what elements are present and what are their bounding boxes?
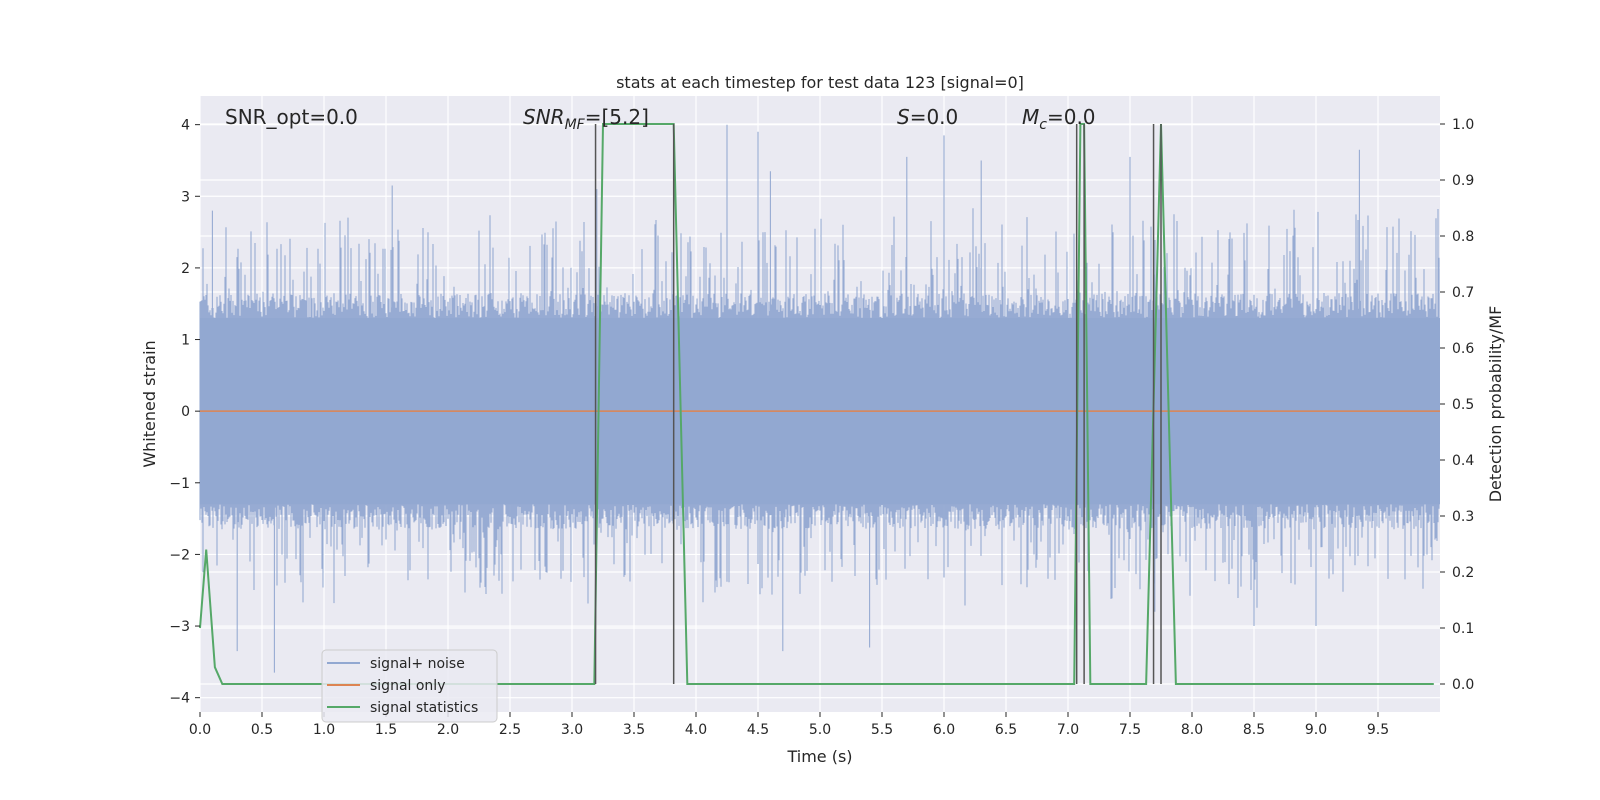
- y-tick-label: 0: [181, 404, 190, 420]
- x-tick-label: 9.5: [1367, 722, 1389, 738]
- legend-label-statistics: signal statistics: [370, 700, 478, 716]
- x-tick-label: 3.5: [623, 722, 645, 738]
- y2-tick-label: 0.7: [1452, 285, 1474, 301]
- legend-label-signal-only: signal only: [370, 678, 445, 694]
- y2-tick-label: 0.2: [1452, 565, 1474, 581]
- x-tick-label: 0.0: [189, 722, 211, 738]
- x-tick-label: 4.5: [747, 722, 769, 738]
- x-tick-label: 2.0: [437, 722, 459, 738]
- y-tick-label: 4: [181, 118, 190, 134]
- y-tick-label: −3: [169, 619, 190, 635]
- x-tick-label: 1.5: [375, 722, 397, 738]
- annotation-mc: Mc=0.0: [1022, 105, 1096, 133]
- x-tick-label: 7.0: [1057, 722, 1079, 738]
- y-tick-label: 3: [181, 189, 190, 205]
- axes: 0.0 0.5 1.0 1.5 2.0 2.5 3.0 3.5 4.0 4.5 5.0 5.5 6.0 6…: [169, 117, 1474, 738]
- y-tick-label: 2: [181, 261, 190, 277]
- y-tick-label: 1: [181, 333, 190, 349]
- x-tick-label: 8.5: [1243, 722, 1265, 738]
- legend-label-noise: signal+ noise: [370, 656, 465, 672]
- x-tick-label: 1.0: [313, 722, 335, 738]
- x-tick-label: 0.5: [251, 722, 273, 738]
- y2-tick-label: 0.6: [1452, 341, 1474, 357]
- y-axis-label: Whitened strain: [140, 340, 159, 467]
- y-tick-label: −2: [169, 547, 190, 563]
- y2-tick-label: 0.9: [1452, 173, 1474, 189]
- x-tick-label: 4.0: [685, 722, 707, 738]
- y2-tick-label: 0.4: [1452, 453, 1474, 469]
- x-tick-label: 6.0: [933, 722, 955, 738]
- y2-tick-label: 0.3: [1452, 509, 1474, 525]
- legend: signal+ noise signal only signal statist…: [321, 649, 498, 723]
- x-tick-label: 5.5: [871, 722, 893, 738]
- x-tick-label: 6.5: [995, 722, 1017, 738]
- y2-tick-label: 0.8: [1452, 229, 1474, 245]
- annotation-s: S=0.0: [897, 105, 958, 129]
- chart-title: stats at each timestep for test data 123…: [616, 73, 1024, 92]
- legend-box: [321, 649, 498, 723]
- x-tick-label: 5.0: [809, 722, 831, 738]
- vertical-markers: [594, 124, 1162, 684]
- annotations: SNR_opt=0.0 SNRMF=[5.2] S=0.0 Mc=0.0: [225, 105, 1096, 133]
- y2-tick-label: 0.1: [1452, 621, 1474, 637]
- x-tick-label: 3.0: [561, 722, 583, 738]
- y2-tick-label: 1.0: [1452, 117, 1474, 133]
- y2-axis-label: Detection probability/MF: [1486, 306, 1505, 503]
- x-tick-label: 9.0: [1305, 722, 1327, 738]
- y-tick-label: −1: [169, 476, 190, 492]
- annotation-snr-mf: SNRMF=[5.2]: [523, 105, 649, 133]
- x-tick-label: 7.5: [1119, 722, 1141, 738]
- x-tick-label: 8.0: [1181, 722, 1203, 738]
- annotation-snr-opt: SNR_opt=0.0: [225, 105, 358, 129]
- y-tick-label: −4: [169, 691, 190, 707]
- x-axis-label: Time (s): [786, 747, 852, 766]
- y2-tick-label: 0.5: [1452, 397, 1474, 413]
- y2-tick-label: 0.0: [1452, 677, 1474, 693]
- x-tick-label: 2.5: [499, 722, 521, 738]
